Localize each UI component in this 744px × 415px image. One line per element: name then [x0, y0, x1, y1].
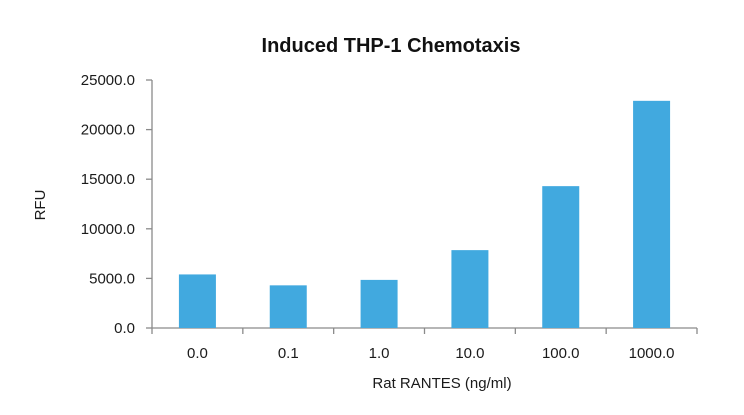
y-tick-label: 10000.0 [81, 221, 135, 238]
y-tick-label: 15000.0 [81, 171, 135, 188]
y-tick-label: 20000.0 [81, 122, 135, 139]
x-tick-label: 1.0 [369, 345, 390, 362]
chart-title: Induced THP-1 Chemotaxis [262, 35, 521, 57]
bar-0.1 [269, 285, 307, 328]
y-tick-label: 0.0 [114, 320, 135, 337]
bar-10.0 [451, 250, 489, 328]
x-tick-label: 1000.0 [629, 345, 675, 362]
x-tick-label: 0.1 [278, 345, 299, 362]
x-tick-label: 0.0 [187, 345, 208, 362]
y-tick-label: 5000.0 [89, 270, 135, 287]
bar-0.0 [178, 274, 216, 328]
bar-1000.0 [633, 100, 671, 328]
y-axis-label: RFU [32, 190, 49, 221]
x-tick-label: 10.0 [455, 345, 484, 362]
bar-100.0 [542, 186, 580, 328]
x-tick-label: 100.0 [542, 345, 580, 362]
y-tick-label: 25000.0 [81, 72, 135, 89]
bars [178, 100, 671, 328]
x-axis: 0.0 0.1 1.0 10.0 100.0 1000.0 [151, 327, 698, 362]
x-axis-label: Rat RANTES (ng/ml) [372, 375, 511, 392]
y-axis: 0.0 5000.0 10000.0 15000.0 20000.0 25000.0 [81, 72, 153, 337]
bar-1.0 [360, 279, 398, 328]
